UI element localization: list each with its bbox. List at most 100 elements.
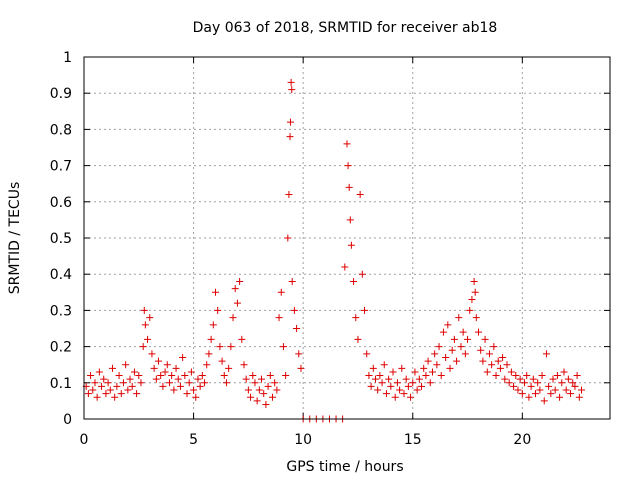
data-point [477,346,485,354]
data-point [119,379,127,387]
x-tick-label: 5 [189,432,198,448]
data-point [242,375,250,383]
data-point [538,372,546,380]
data-point [553,372,561,380]
data-point [457,343,465,351]
data-point [549,375,557,383]
data-point [571,382,579,390]
data-point [260,390,268,398]
data-point [455,314,463,322]
data-point [393,379,401,387]
y-axis-label: SRMTID / TECUs [7,182,23,295]
data-point [387,382,395,390]
data-point [578,386,586,394]
data-point [466,306,474,314]
data-point [542,350,550,358]
data-point [236,277,244,285]
x-tick-label: 0 [80,432,89,448]
data-point [369,364,377,372]
data-point [225,364,233,372]
y-tick-label: 0.8 [50,122,72,138]
data-point [573,372,581,380]
data-point [203,361,211,369]
data-point [483,368,491,376]
data-point [531,390,539,398]
data-point [275,314,283,322]
data-point [459,328,467,336]
data-point [293,325,301,332]
data-point [266,372,274,380]
data-point [529,375,537,383]
data-point [503,361,511,369]
data-point [262,401,270,409]
data-point [122,361,130,369]
data-point [137,379,145,387]
data-point [183,390,191,398]
data-point [551,386,559,394]
data-point [492,372,500,380]
data-point [345,183,353,191]
data-point [251,379,259,387]
data-point [249,372,257,380]
data-point [106,386,114,394]
data-point [431,350,439,358]
data-point [512,372,520,380]
data-point [420,364,428,372]
data-point [194,375,202,383]
data-point [575,393,583,401]
data-point [163,361,171,369]
data-point [190,386,198,394]
data-point [479,357,487,365]
data-point [547,390,555,398]
data-point [448,346,456,354]
data-point [389,368,397,376]
data-point [150,364,158,372]
data-point [288,86,296,94]
data-point [286,118,294,126]
data-point [212,288,219,296]
data-point [358,270,366,278]
data-point [176,382,184,390]
data-point [87,372,95,380]
data-point [91,379,99,387]
data-point [218,357,226,365]
data-point [501,375,509,383]
data-point [93,393,101,401]
data-point [253,397,261,405]
data-point [442,353,450,361]
data-point [446,364,454,372]
data-point [556,393,564,401]
data-point [567,390,575,398]
data-point [285,191,293,199]
data-point [258,375,266,383]
data-point [172,364,180,372]
data-point [525,393,533,401]
data-point [198,372,206,380]
data-point [523,372,531,380]
data-point [231,285,239,293]
data-point [426,379,434,387]
data-point [170,386,178,394]
data-point [363,350,371,358]
data-point [398,364,406,372]
data-point [286,133,294,141]
data-point [402,375,410,383]
data-point [411,368,419,376]
data-point [192,393,200,401]
data-point [453,357,461,365]
data-point [152,375,160,383]
data-point [545,382,553,390]
data-point [139,343,147,351]
data-point [521,379,529,387]
y-tick-label: 0.1 [50,376,72,392]
data-point [205,350,213,358]
data-point [148,350,156,358]
y-tick-label: 0.5 [50,231,72,247]
data-point [104,379,112,387]
y-tick-label: 0.7 [50,159,72,175]
data-point [471,288,479,296]
data-point [113,382,121,390]
data-point [354,335,362,343]
data-point [287,78,295,86]
